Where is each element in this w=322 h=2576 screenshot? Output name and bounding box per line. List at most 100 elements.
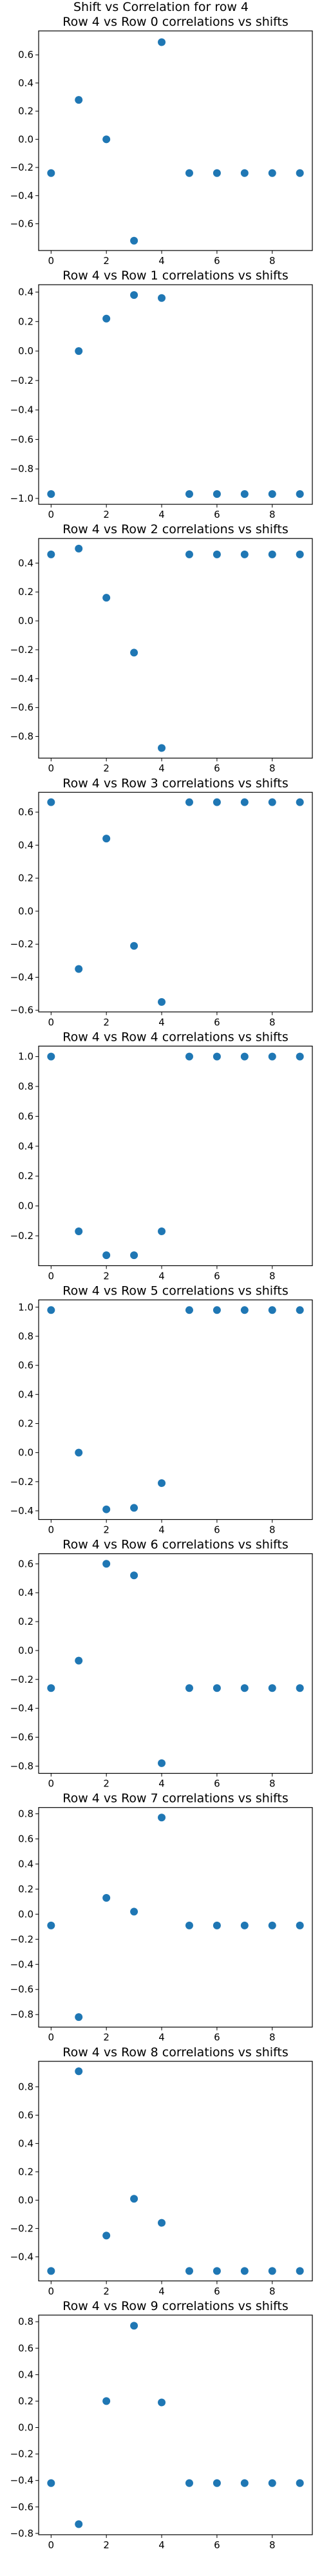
data-point (213, 490, 221, 498)
x-tick-label: 8 (269, 1778, 276, 1790)
subplot-1: Row 4 vs Row 1 correlations vs shifts 0 2 4… (10, 269, 313, 520)
x-tick-label: 4 (158, 762, 165, 774)
data-point (47, 798, 55, 806)
data-point (158, 2219, 166, 2227)
subplot-7: Row 4 vs Row 7 correlations vs shifts 0 2 4… (10, 1792, 313, 2043)
x-tick-label: 0 (48, 2286, 55, 2297)
y-tick-label: 0.0 (18, 133, 33, 145)
data-point (213, 1306, 221, 1314)
y-tick-label: −0.4 (10, 1703, 33, 1714)
data-point (75, 347, 83, 355)
data-point (130, 236, 138, 245)
data-point (75, 544, 83, 553)
data-point (185, 550, 193, 558)
subplot-4: Row 4 vs Row 4 correlations vs shifts 0 2 4… (10, 1030, 313, 1282)
data-point (296, 2479, 304, 2487)
y-tick-label: −0.4 (10, 404, 33, 416)
y-tick-label: −0.2 (10, 938, 33, 950)
x-tick-label: 6 (214, 2539, 220, 2551)
data-point (130, 2322, 138, 2330)
data-point (240, 1921, 249, 1929)
subplot-title: Row 4 vs Row 1 correlations vs shifts (62, 269, 289, 283)
y-tick-label: 0.0 (18, 1908, 33, 1920)
data-point (158, 1479, 166, 1488)
data-point (158, 2398, 166, 2407)
subplot-9: Row 4 vs Row 9 correlations vs shifts 0 2 4… (10, 2299, 313, 2551)
x-tick-label: 0 (48, 1524, 55, 1536)
x-tick-label: 2 (103, 1778, 109, 1790)
data-point (213, 2267, 221, 2275)
data-point (213, 2479, 221, 2487)
data-point (213, 1052, 221, 1061)
x-tick-label: 2 (103, 2539, 109, 2551)
data-point (296, 1052, 304, 1061)
x-tick-label: 6 (214, 509, 220, 520)
y-tick-label: −0.6 (10, 2501, 33, 2513)
x-tick-label: 2 (103, 1524, 109, 1536)
data-point (130, 649, 138, 657)
data-point (75, 1448, 83, 1457)
y-tick-label: 0.4 (18, 839, 33, 851)
y-tick-label: −0.4 (10, 673, 33, 685)
y-tick-label: −0.2 (10, 1933, 33, 1945)
y-tick-label: −0.8 (10, 2009, 33, 2020)
data-point (47, 2479, 55, 2487)
x-tick-label: 4 (158, 2032, 165, 2043)
data-point (47, 169, 55, 177)
x-tick-label: 8 (269, 2539, 276, 2551)
data-point (296, 2267, 304, 2275)
data-point (158, 1227, 166, 1236)
data-point (130, 291, 138, 299)
x-tick-label: 6 (214, 762, 220, 774)
data-point (102, 1251, 111, 1260)
data-point (130, 1908, 138, 1916)
y-tick-label: 0.2 (18, 1417, 33, 1429)
y-tick-label: 0.2 (18, 106, 33, 117)
y-tick-label: −0.4 (10, 971, 33, 983)
subplot-title: Row 4 vs Row 9 correlations vs shifts (62, 2299, 289, 2313)
data-point (47, 490, 55, 498)
x-tick-label: 6 (214, 1524, 220, 1536)
y-tick-label: 0.6 (18, 1833, 33, 1844)
data-point (185, 1306, 193, 1314)
data-point (158, 1759, 166, 1767)
x-tick-label: 6 (214, 1778, 220, 1790)
data-point (268, 169, 276, 177)
subplot-2: Row 4 vs Row 2 correlations vs shifts 0 2 4… (10, 522, 313, 774)
subplot-title: Row 4 vs Row 5 correlations vs shifts (62, 1284, 289, 1298)
x-tick-label: 0 (48, 1270, 55, 1282)
y-tick-label: −0.6 (10, 1984, 33, 1995)
data-point (130, 1251, 138, 1260)
data-point (213, 1684, 221, 1692)
x-tick-label: 0 (48, 1778, 55, 1790)
data-point (268, 2479, 276, 2487)
data-point (102, 594, 111, 602)
y-tick-label: −0.8 (10, 463, 33, 475)
y-tick-label: 0.4 (18, 1858, 33, 1870)
axes-frame (38, 791, 313, 1012)
data-point (185, 2479, 193, 2487)
y-tick-label: 0.8 (18, 2081, 33, 2092)
y-tick-label: −0.6 (10, 1732, 33, 1743)
y-tick-label: −0.8 (10, 2528, 33, 2539)
y-tick-label: 0.0 (18, 905, 33, 917)
data-point (158, 38, 166, 46)
data-point (296, 1684, 304, 1692)
subplot-title: Row 4 vs Row 8 correlations vs shifts (62, 2045, 289, 2060)
data-point (75, 2067, 83, 2076)
subplot-title: Row 4 vs Row 0 correlations vs shifts (62, 15, 289, 29)
data-point (296, 798, 304, 806)
data-point (102, 2231, 111, 2240)
y-tick-label: 0.6 (18, 2109, 33, 2121)
data-point (158, 744, 166, 752)
y-tick-label: 0.2 (18, 2166, 33, 2177)
data-point (130, 2195, 138, 2203)
y-tick-label: 1.0 (18, 1051, 33, 1063)
x-tick-label: 2 (103, 2032, 109, 2043)
data-point (47, 1921, 55, 1929)
x-tick-label: 6 (214, 255, 220, 267)
subplot-0: Row 4 vs Row 0 correlations vs shifts 0 2 4… (10, 15, 313, 267)
subplot-3: Row 4 vs Row 3 correlations vs shifts 0 2 4… (10, 776, 313, 1028)
y-tick-label: 0.4 (18, 287, 33, 298)
x-tick-label: 8 (269, 2286, 276, 2297)
